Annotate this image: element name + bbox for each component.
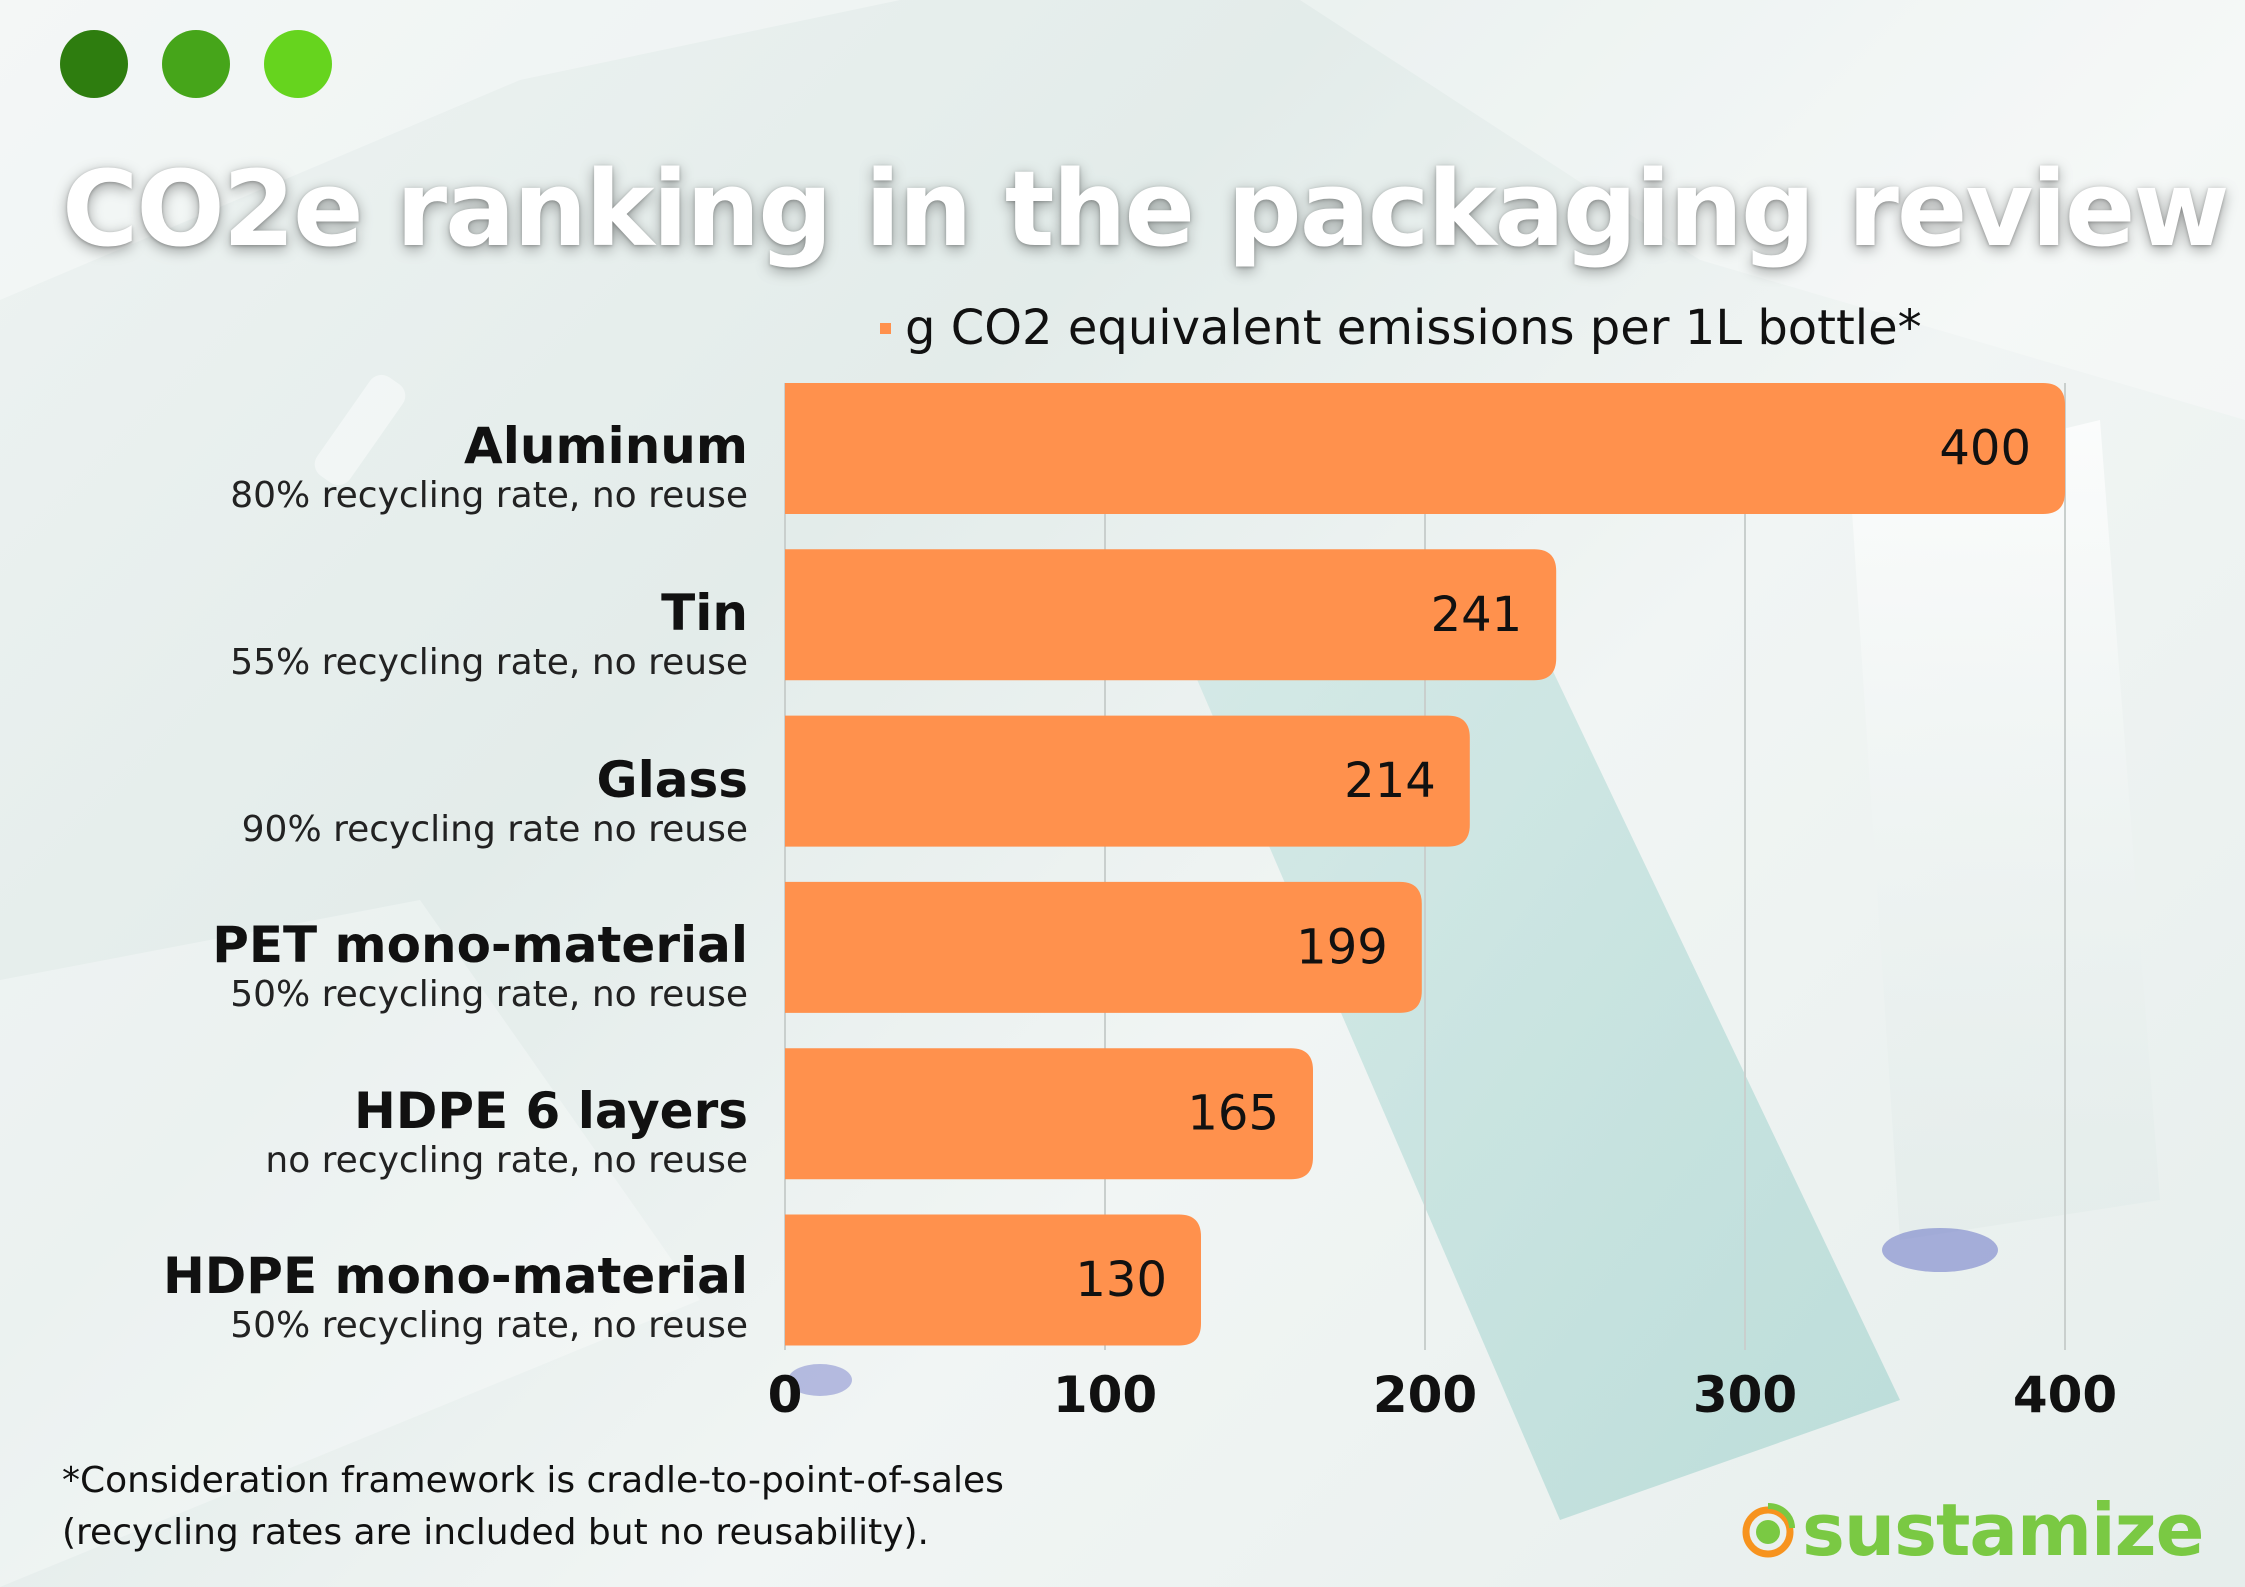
footnote-line-2: (recycling rates are included but no reu… [62,1512,929,1553]
category-name: HDPE mono-material [162,1247,748,1305]
bar-value-label: 214 [1344,753,1436,809]
chart-legend: g CO2 equivalent emissions per 1L bottle… [880,300,1922,356]
category-label-tin: Tin 55% recycling rate, no reuse [230,585,748,685]
x-tick-label: 400 [2013,1366,2117,1424]
bar-value-label: 130 [1075,1252,1167,1308]
leaf-globe-icon [1742,1503,1795,1558]
category-label-glass: Glass 90% recycling rate no reuse [242,752,748,852]
category-note: 50% recycling rate, no reuse [230,1305,748,1346]
category-label-hdpe-mono: HDPE mono-material 50% recycling rate, n… [163,1248,748,1348]
header-dot-light [264,30,332,98]
category-name: Aluminum [464,417,748,475]
category-label-aluminum: Aluminum 80% recycling rate, no reuse [230,418,748,518]
category-note: 50% recycling rate, no reuse [230,974,748,1015]
bar [785,715,1470,847]
bar-value-label: 199 [1296,919,1388,975]
bar [785,881,1422,1013]
page-title: CO2e ranking in the packaging review [62,148,2230,270]
bar-value-label: 165 [1187,1086,1279,1142]
category-name: PET mono-material [212,916,748,974]
category-name: HDPE 6 layers [353,1082,748,1140]
bar-value-label: 400 [1939,421,2031,477]
category-note: no recycling rate, no reuse [265,1140,748,1181]
x-tick-label: 0 [768,1366,803,1424]
category-note: 90% recycling rate no reuse [241,809,748,850]
brand-name: sustamize [1802,1488,2204,1572]
x-tick-label: 200 [1373,1366,1477,1424]
brand-name-text: sustamize [1802,1488,2204,1572]
category-label-hdpe-6-layers: HDPE 6 layers no recycling rate, no reus… [265,1083,748,1183]
bar [785,1214,1201,1346]
header-dots [60,30,332,98]
legend-swatch [880,322,891,334]
bar-value-label: 241 [1431,587,1523,643]
bar [785,1048,1313,1180]
bar [785,549,1557,681]
header-dot-dark [60,30,128,98]
category-name: Glass [596,751,748,809]
category-label-pet: PET mono-material 50% recycling rate, no… [212,917,748,1017]
footnote: *Consideration framework is cradle-to-po… [62,1455,1004,1559]
category-note: 55% recycling rate, no reuse [230,642,748,683]
header-dot-mid [162,30,230,98]
brand-logo: sustamize [1738,1488,2204,1572]
x-tick-label: 100 [1053,1366,1157,1424]
legend-label: g CO2 equivalent emissions per 1L bottle… [905,300,1922,356]
category-note: 80% recycling rate, no reuse [230,475,748,516]
x-tick-label: 300 [1693,1366,1797,1424]
footnote-line-1: *Consideration framework is cradle-to-po… [62,1460,1004,1501]
category-name: Tin [661,584,748,642]
bar [785,383,2065,514]
